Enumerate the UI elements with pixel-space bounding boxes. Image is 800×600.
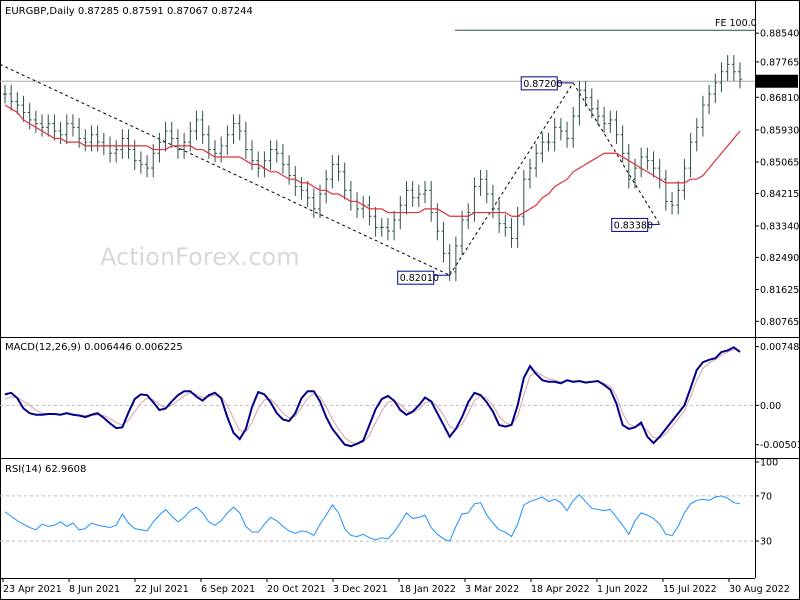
price-annotations: 0.87200 0.82010 0.83380 — [397, 76, 660, 285]
date-tick-label: 22 Jul 2021 — [135, 584, 189, 595]
date-tick-label: 3 Dec 2021 — [333, 584, 388, 595]
macd-axis: 0.007484 0.00 -0.005014 — [0, 342, 800, 451]
rsi-lines — [4, 494, 741, 542]
macd-signal-line — [4, 349, 741, 445]
price-tick-label: 0.86810 — [760, 93, 799, 104]
macd-tick-label: -0.005014 — [760, 440, 800, 451]
rsi-line — [4, 494, 741, 542]
rsi-axis: 100 70 30 — [0, 458, 778, 548]
price-tick-label: 0.80765 — [760, 317, 799, 328]
retrace-trendline — [572, 82, 661, 225]
annotation-box — [397, 270, 435, 285]
moving-average-line — [4, 104, 741, 217]
date-tick-label: 20 Oct 2021 — [267, 584, 326, 595]
date-tick-label: 8 Jun 2021 — [69, 584, 120, 595]
moving-average — [4, 104, 741, 217]
date-tick-label: 18 Jan 2022 — [399, 584, 456, 595]
annotation-label: 0.87200 — [523, 79, 562, 90]
date-tick-label: 18 Apr 2022 — [531, 584, 590, 595]
price-tick-label: 0.83340 — [760, 221, 799, 232]
price-tick-label: 0.84215 — [760, 189, 799, 200]
date-tick-label: 23 Apr 2021 — [3, 584, 62, 595]
price-tag-label: 0.87244 — [758, 77, 797, 88]
current-price-tag: 0.87244 — [756, 74, 798, 88]
price-panel-title: EURGBP,Daily 0.87285 0.87591 0.87067 0.8… — [5, 6, 253, 17]
price-tag-bg — [756, 74, 798, 88]
down-trendline — [0, 63, 450, 276]
rsi-tick-label: 70 — [760, 491, 772, 502]
price-tick-label: 0.88540 — [760, 29, 799, 40]
date-tick-label: 15 Jul 2022 — [663, 584, 717, 595]
fe-level: FE 100.0 — [0, 18, 757, 82]
annotation-label: 0.83380 — [614, 220, 653, 231]
watermark: ActionForex.com — [100, 243, 300, 271]
annotation-label: 0.82010 — [400, 273, 439, 284]
price-tick-label: 0.87765 — [760, 57, 799, 68]
macd-panel-title: MACD(12,26,9) 0.006446 0.006225 — [5, 342, 183, 353]
macd-line — [4, 346, 741, 448]
date-tick-label: 1 Jun 2022 — [597, 584, 648, 595]
price-tick-label: 0.85930 — [760, 125, 799, 136]
price-tick-label: 0.81625 — [760, 285, 799, 296]
date-tick-label: 30 Aug 2022 — [729, 584, 790, 595]
macd-tick-label: 0.00 — [760, 401, 781, 412]
date-tick-label: 3 Mar 2022 — [465, 584, 519, 595]
price-tick-label: 0.85065 — [760, 157, 799, 168]
up-trendline — [449, 82, 574, 276]
date-axis: 23 Apr 2021 8 Jun 2021 22 Jul 2021 6 Sep 20… — [2, 578, 790, 595]
fe-label: FE 100.0 — [715, 18, 757, 29]
trendlines — [0, 63, 661, 276]
rsi-tick-label: 100 — [760, 458, 778, 469]
price-axis: 0.88540 0.87765 0.86810 0.85930 0.85065 0.842… — [755, 29, 799, 328]
macd-lines — [4, 346, 741, 448]
rsi-tick-label: 30 — [760, 537, 772, 548]
price-tick-label: 0.82490 — [760, 253, 799, 264]
date-tick-label: 6 Sep 2021 — [201, 584, 255, 595]
rsi-panel-title: RSI(14) 62.9608 — [5, 464, 86, 475]
price-bars — [3, 55, 742, 282]
macd-tick-label: 0.007484 — [760, 342, 800, 353]
